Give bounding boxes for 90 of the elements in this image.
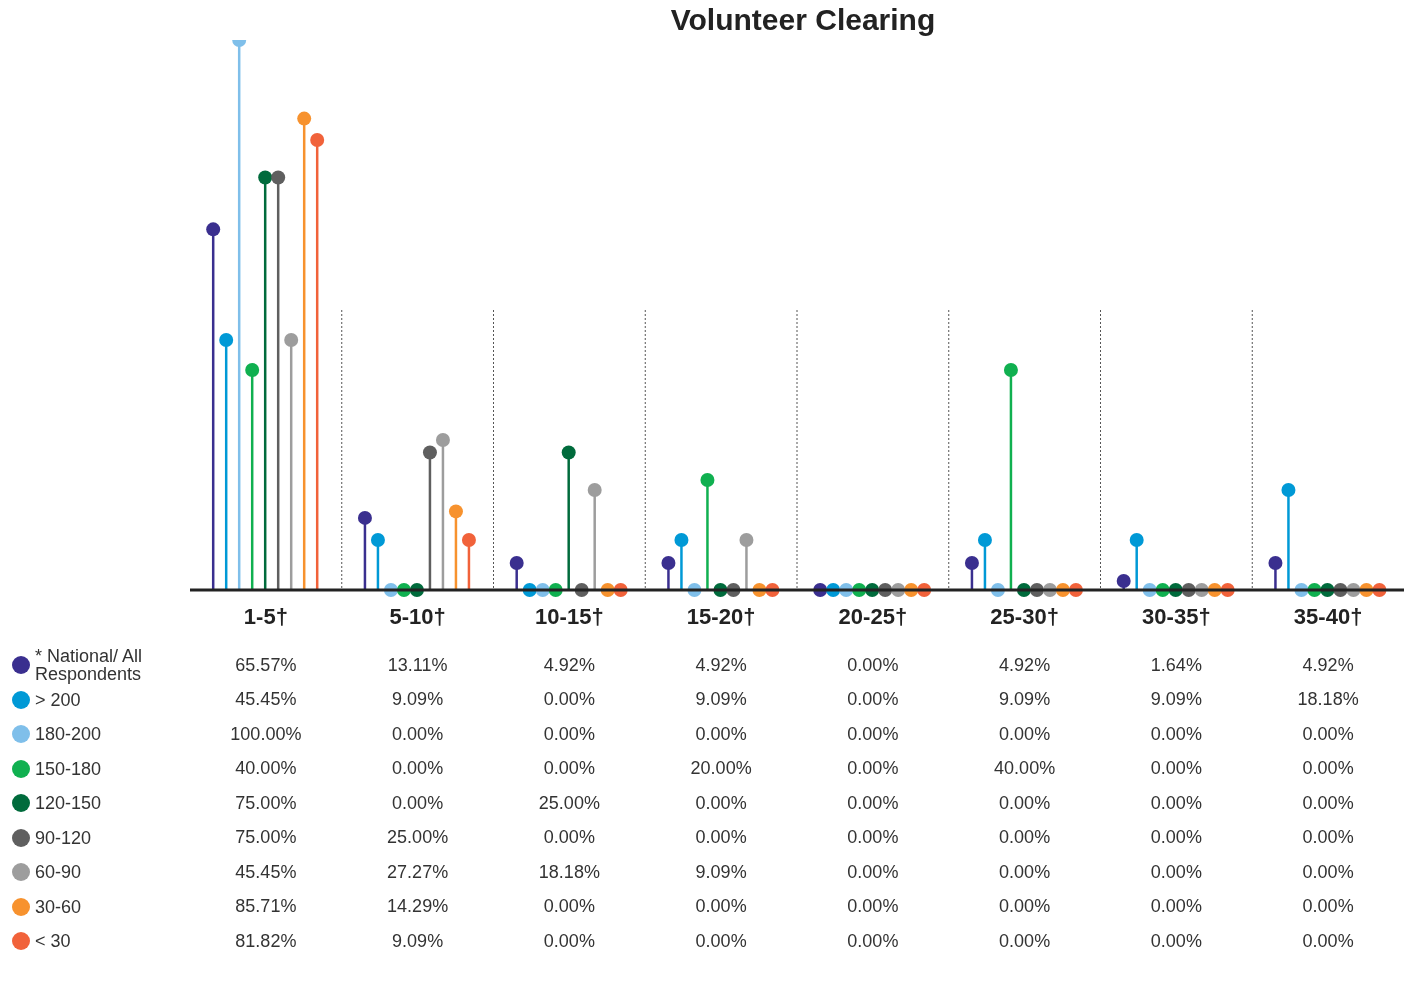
legend-label: 150-180 [35,758,102,779]
data-label: 0.00% [846,792,900,814]
data-label: 27.27% [386,861,450,883]
legend-label: 60-90 [35,862,82,883]
data-label: 0.00% [846,930,900,952]
legend-label: 30-60 [35,896,82,917]
data-label: 81.82% [234,930,298,952]
data-label: 0.00% [846,827,900,849]
data-label: 0.00% [1149,723,1203,745]
data-label: 0.00% [694,723,748,745]
data-label: 0.00% [694,827,748,849]
data-label: 65.57% [234,654,298,676]
data-label: 0.00% [846,758,900,780]
data-label: 0.00% [846,896,900,918]
legend-label: > 200 [35,689,81,710]
data-label: 0.00% [846,723,900,745]
data-label: 4.92% [542,654,596,676]
data-label: 0.00% [1149,930,1203,952]
data-label: 0.00% [694,896,748,918]
data-label: 0.00% [998,930,1052,952]
data-label: 100.00% [229,723,303,745]
data-label: 9.09% [391,930,445,952]
data-label: 0.00% [391,792,445,814]
data-label: 75.00% [234,827,298,849]
x-tick-label: 15-20† [686,603,756,629]
data-label: 25.00% [537,792,601,814]
data-label: 18.18% [537,861,601,883]
data-label: 13.11% [386,654,449,676]
data-label: 40.00% [234,758,298,780]
data-label: 9.09% [998,689,1052,711]
data-label: 40.00% [993,758,1057,780]
chart-title: Volunteer Clearing [669,2,937,38]
data-label: 20.00% [689,758,753,780]
data-label: 0.00% [391,723,445,745]
data-label: 0.00% [1301,896,1355,918]
data-label: 0.00% [1301,723,1355,745]
data-label: 0.00% [542,930,596,952]
legend-label: 180-200 [35,724,102,745]
data-label: 0.00% [694,930,748,952]
data-label: 0.00% [998,792,1052,814]
data-label: 75.00% [234,792,298,814]
data-label: 0.00% [1301,758,1355,780]
data-label: 4.92% [694,654,748,676]
x-tick-label: 35-40† [1293,603,1363,629]
data-label: 0.00% [1301,827,1355,849]
data-label: 18.18% [1296,689,1360,711]
data-label: 0.00% [542,896,596,918]
data-label: 0.00% [846,654,900,676]
x-tick-label: 30-35† [1142,603,1211,629]
data-label: 0.00% [1149,827,1203,849]
data-label: 0.00% [542,723,596,745]
data-label: 9.09% [391,689,445,711]
data-label: 14.29% [386,896,450,918]
data-label: 0.00% [1149,896,1203,918]
legend-label: * National/ All Respondents [35,646,144,685]
x-tick-label: 20-25† [838,603,908,629]
data-label: 0.00% [998,723,1052,745]
x-tick-label: 25-30† [990,603,1059,629]
data-label: 4.92% [998,654,1052,676]
data-label: 1.64% [1149,654,1203,676]
data-label: 0.00% [846,689,900,711]
data-label: 0.00% [998,827,1052,849]
data-label: 0.00% [694,792,748,814]
data-label: 0.00% [542,827,596,849]
data-label: 25.00% [386,827,450,849]
data-label: 0.00% [1149,861,1203,883]
legend-label: 120-150 [35,793,102,814]
data-label: 9.09% [1149,689,1203,711]
data-label: 0.00% [1149,758,1203,780]
data-label: 0.00% [846,861,900,883]
data-label: 0.00% [391,758,445,780]
data-label: 0.00% [1149,792,1203,814]
data-label: 0.00% [1301,930,1355,952]
legend-label: 90-120 [35,827,92,848]
x-tick-label: 5-10† [389,603,446,629]
data-label: 0.00% [998,896,1052,918]
data-label: 45.45% [234,689,298,711]
data-label: 85.71% [234,896,298,918]
data-label: 0.00% [542,758,596,780]
data-label: 0.00% [1301,861,1355,883]
data-label: 0.00% [1301,792,1355,814]
data-label: 9.09% [694,689,748,711]
data-label: 0.00% [542,689,596,711]
x-tick-label: 10-15† [535,603,604,629]
data-label: 9.09% [694,861,748,883]
legend-label: < 30 [35,931,71,952]
x-tick-label: 1-5† [243,603,288,629]
data-label: 4.92% [1301,654,1355,676]
data-label: 45.45% [234,861,298,883]
data-label: 0.00% [998,861,1052,883]
